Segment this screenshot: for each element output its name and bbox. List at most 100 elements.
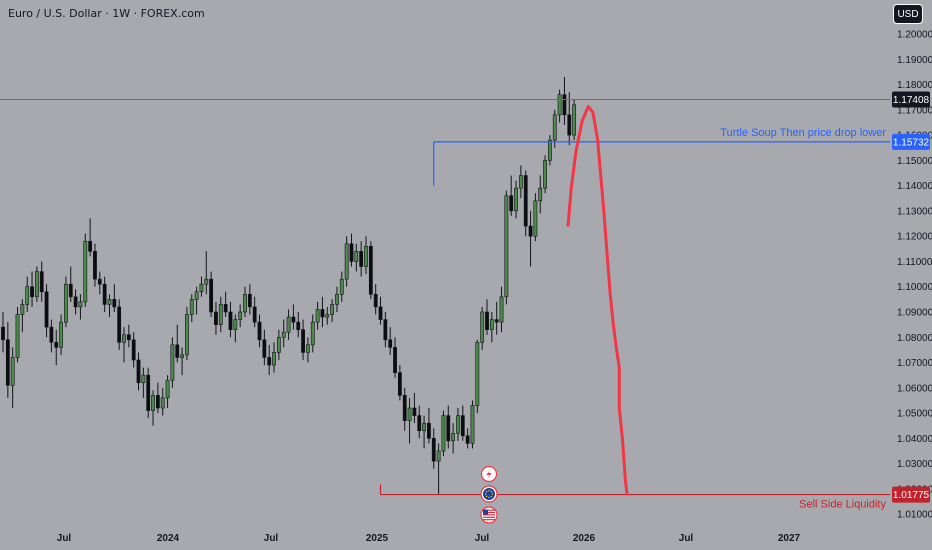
candle-body-up	[281, 331, 286, 338]
candle-body-down	[359, 251, 364, 267]
candle-body-down	[214, 311, 218, 325]
candle	[301, 319, 305, 361]
candle	[335, 286, 339, 312]
candle-body-down	[460, 415, 465, 437]
candle-body-up	[272, 352, 276, 366]
candle-body-up	[339, 278, 344, 295]
symbol-title: Euro / U.S. Dollar · 1W · FOREX.com	[8, 7, 205, 20]
price-tick-label: 1.13000	[897, 206, 932, 217]
candle	[223, 291, 228, 318]
red-level-label: Sell Side Liquidity	[799, 499, 886, 511]
candle	[83, 233, 88, 307]
candle-body-up	[83, 240, 88, 303]
candle-body-up	[538, 187, 543, 202]
candle-body-up	[407, 407, 412, 421]
candle-body-up	[64, 283, 68, 323]
candle	[112, 284, 117, 312]
candle-body-up	[170, 344, 175, 381]
candle	[485, 299, 489, 335]
candle-body-down	[252, 306, 257, 323]
time-axis[interactable]: Jul 2024 Jul 2025 Jul 2026 Jul 2027	[57, 533, 801, 544]
us-flag-icon[interactable]	[480, 506, 498, 524]
candle	[49, 319, 54, 353]
currency-button[interactable]: USD	[893, 4, 923, 24]
candle	[218, 296, 223, 333]
candle-body-down	[175, 344, 180, 358]
candle	[359, 241, 364, 277]
candle	[281, 319, 286, 348]
candle-body-up	[330, 304, 335, 315]
eu-flag-icon[interactable]	[480, 485, 498, 503]
event-markers[interactable]	[480, 465, 498, 524]
candle-body-up	[122, 334, 126, 343]
candle-body-down	[112, 299, 117, 308]
candle-body-down	[68, 283, 73, 298]
candle	[238, 304, 243, 328]
candle	[102, 276, 107, 312]
candle	[73, 289, 78, 315]
candle-body-down	[5, 339, 10, 386]
candle-body-up	[456, 415, 460, 434]
candle	[567, 92, 572, 146]
candles-layer	[1, 76, 577, 494]
candle	[20, 299, 25, 333]
candle	[199, 276, 204, 297]
candle-body-up	[475, 342, 480, 406]
candle	[155, 382, 160, 414]
candle-body-down	[97, 278, 102, 285]
candle	[291, 304, 296, 330]
candle	[306, 337, 310, 363]
candle	[146, 367, 151, 419]
price-axis[interactable]: 1.200001.190001.180001.170001.160001.150…	[897, 30, 932, 521]
candle	[572, 99, 577, 141]
price-tick-label: 1.12000	[897, 232, 932, 243]
candle-body-down	[509, 195, 514, 212]
candle	[436, 443, 441, 494]
candle	[175, 324, 180, 363]
candle	[499, 286, 504, 333]
candle-body-down	[427, 422, 431, 439]
time-tick-label: Jul	[264, 533, 279, 544]
time-tick-label: Jul	[679, 533, 694, 544]
time-tick-label: 2024	[157, 533, 180, 544]
candle-body-up	[364, 245, 368, 267]
candle-body-down	[49, 326, 54, 343]
candle	[59, 314, 63, 355]
candle	[10, 347, 15, 409]
candle-body-down	[136, 359, 141, 384]
candle-body-down	[44, 291, 49, 328]
us-flag-stripe	[483, 519, 495, 521]
candle-body-down	[373, 293, 378, 308]
candle-body-up	[325, 314, 330, 318]
candle	[97, 271, 102, 295]
candle-body-up	[315, 309, 320, 323]
price-tick-label: 1.04000	[897, 434, 932, 445]
candle-body-up	[436, 450, 441, 462]
candle-body-up	[514, 187, 518, 212]
candle-body-down	[102, 283, 107, 305]
candle	[25, 276, 30, 312]
price-tick-label: 1.05000	[897, 409, 932, 420]
candle-body-up	[165, 379, 170, 399]
time-tick-label: 2027	[778, 533, 801, 544]
candle-body-down	[378, 306, 383, 320]
time-tick-label: Jul	[475, 533, 490, 544]
price-tick-label: 1.18000	[897, 80, 932, 91]
candle	[185, 306, 189, 361]
candle-body-up	[422, 422, 426, 432]
candle	[480, 306, 485, 350]
candle	[209, 271, 214, 318]
candle-body-up	[233, 319, 238, 330]
eu-flag-field	[483, 488, 495, 500]
lightning-icon[interactable]	[480, 465, 498, 483]
candle	[354, 243, 359, 272]
candle-body-down	[54, 342, 59, 348]
projection-drawing[interactable]	[566, 105, 629, 496]
candle-body-down	[155, 395, 160, 409]
candle	[44, 284, 49, 338]
candle	[243, 286, 247, 318]
candle-body-up	[354, 251, 359, 262]
candle-body-down	[296, 321, 301, 330]
price-tick-label: 1.03000	[897, 459, 932, 470]
